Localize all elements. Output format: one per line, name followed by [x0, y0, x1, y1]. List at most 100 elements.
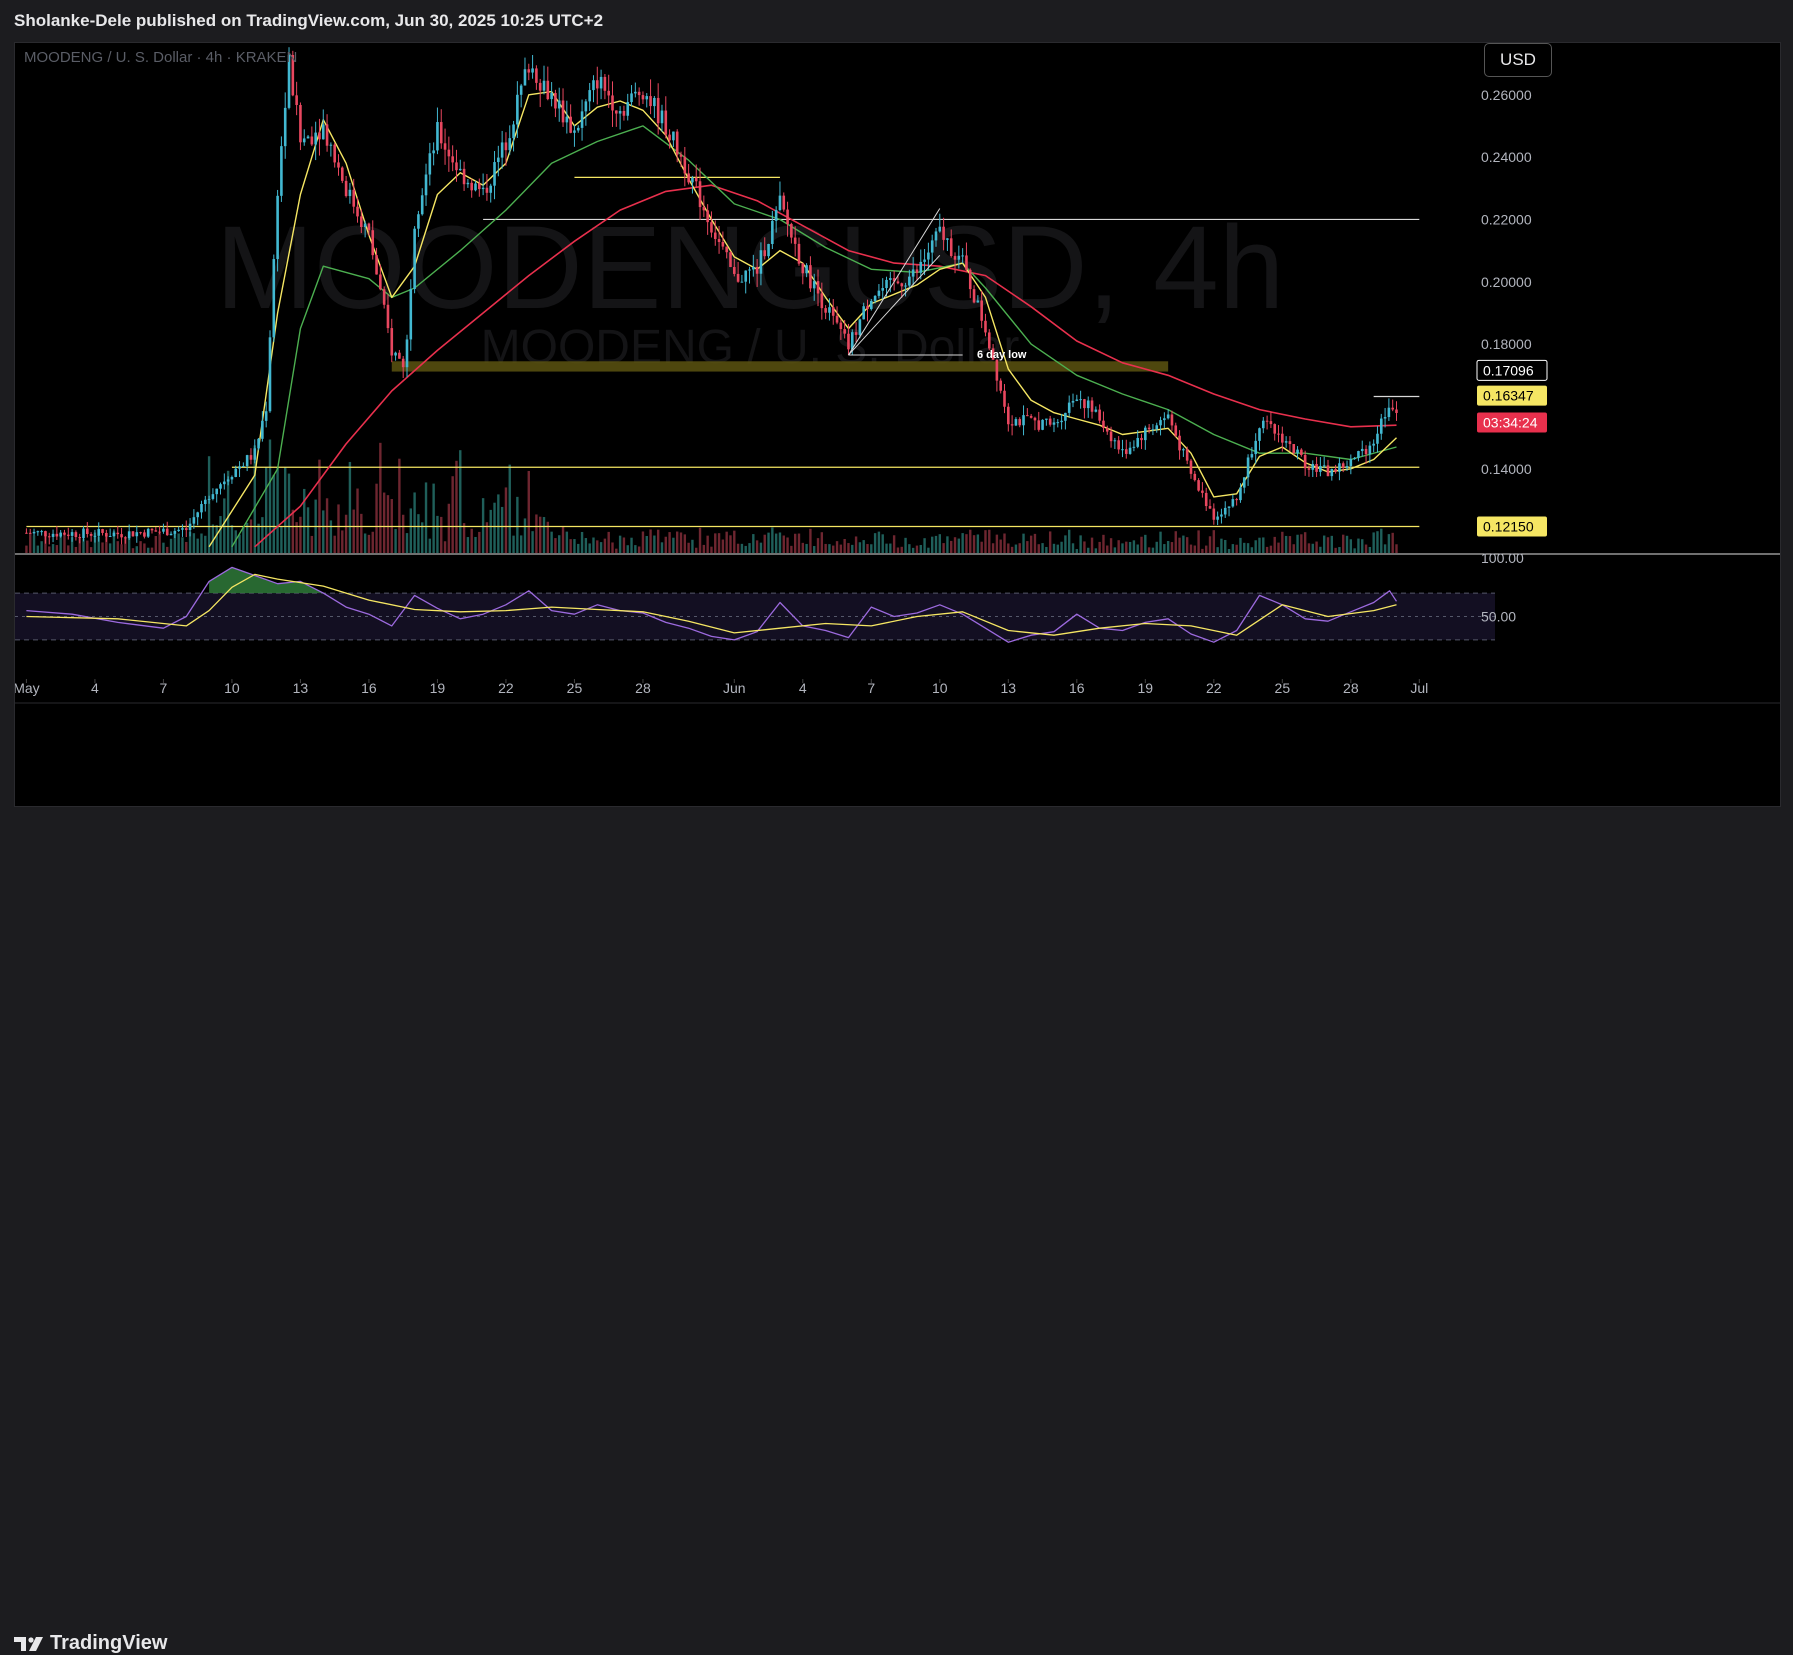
candle-body	[371, 230, 375, 256]
candle-body	[1322, 465, 1326, 467]
candle-body	[485, 187, 489, 193]
volume-bar	[1048, 531, 1052, 553]
volume-bar	[310, 535, 314, 553]
volume-bar	[843, 538, 846, 553]
candle-body	[953, 256, 957, 260]
time-tick-label: 19	[1138, 680, 1154, 696]
candle-body	[188, 523, 192, 531]
candle-body	[1079, 399, 1082, 401]
chart-canvas[interactable]: MOODENGUSD, 4h MOODENG / U. S. Dollar 6 …	[13, 43, 1780, 806]
candle-body	[360, 216, 363, 227]
candle-body	[177, 529, 180, 531]
tradingview-logo[interactable]: TradingView	[14, 1632, 167, 1655]
volume-bar	[725, 531, 728, 553]
candle-body	[211, 494, 215, 499]
candle-body	[1208, 506, 1212, 509]
price-tag-label: 0.16347	[1483, 388, 1534, 404]
volume-bar	[676, 531, 679, 553]
volume-bar	[177, 533, 180, 553]
candle-body	[675, 131, 679, 155]
volume-bar	[67, 545, 70, 553]
volume-bar	[919, 544, 922, 553]
volume-bar	[858, 542, 862, 553]
volume-bar	[424, 482, 428, 553]
volume-bar	[386, 495, 390, 553]
volume-bar	[1185, 537, 1189, 553]
volume-bar	[1296, 534, 1299, 553]
volume-bar	[862, 540, 865, 553]
candle-body	[272, 259, 276, 338]
volume-bar	[1364, 544, 1368, 553]
candle-body	[432, 150, 435, 154]
volume-bar	[1235, 544, 1238, 553]
candle-body	[850, 332, 854, 350]
volume-bar	[759, 542, 763, 553]
volume-bar	[1311, 543, 1314, 553]
candle-body	[1284, 441, 1288, 443]
tradingview-logo-icon	[14, 1636, 43, 1651]
volume-bar	[1033, 533, 1037, 553]
candle-body	[1014, 419, 1018, 426]
volume-bar	[813, 546, 816, 553]
candle-body	[1185, 449, 1189, 461]
volume-bar	[1243, 542, 1246, 553]
candle-body	[1258, 428, 1261, 441]
drawings: 6 day low	[848, 208, 1027, 361]
price-axis[interactable]: 0.14000 0.18000 0.20000 0.22000 0.24000 0.260…	[1476, 87, 1548, 625]
volume-bar	[984, 530, 987, 553]
volume-bar	[950, 540, 953, 553]
candle-body	[987, 332, 991, 349]
candle-body	[744, 270, 748, 282]
volume-bar	[223, 498, 226, 553]
volume-bar	[885, 543, 888, 553]
candle-body	[234, 468, 238, 477]
volume-bar	[188, 531, 192, 553]
volume-bar	[86, 540, 89, 553]
currency-button[interactable]: USD	[1484, 43, 1552, 77]
footer: TradingView	[0, 808, 1793, 1654]
candle-body	[447, 149, 451, 157]
candle-body	[203, 499, 207, 505]
volume-bar	[1201, 548, 1204, 553]
candle-body	[299, 104, 302, 143]
time-axis[interactable]: May 4 7 10 13 16 19 22 25 28 Jun 4 7 10 13 16 19 22 25 28 Ju…	[13, 679, 1428, 696]
volume-bar	[1303, 532, 1307, 553]
chart-frame[interactable]: MOODENGUSD, 4h MOODENG / U. S. Dollar 6 …	[13, 42, 1781, 807]
volume-bar	[774, 533, 778, 553]
volume-bar	[150, 547, 154, 553]
support-zone-rect	[391, 361, 1169, 372]
volume-bar	[752, 534, 755, 553]
candle-body	[1033, 417, 1037, 421]
candle-body	[1300, 449, 1303, 455]
volume-bar	[459, 450, 462, 553]
candle-body	[386, 304, 390, 329]
candle-body	[329, 144, 333, 146]
volume-bar	[257, 523, 260, 553]
candle-body	[1060, 420, 1063, 423]
candle-body	[428, 153, 432, 175]
volume-bar	[280, 526, 283, 553]
volume-bar	[660, 542, 664, 553]
volume-bar	[786, 537, 789, 553]
candle-body	[276, 195, 279, 260]
volume-bar	[999, 539, 1002, 553]
volume-bar	[923, 538, 926, 553]
candle-body	[1109, 431, 1113, 442]
candle-body	[108, 536, 112, 538]
candle-body	[866, 306, 869, 310]
volume-bar	[455, 460, 458, 553]
volume-bar	[1269, 545, 1273, 553]
candle-body	[713, 232, 717, 240]
candle-body	[908, 276, 911, 286]
candle-body	[1018, 419, 1022, 426]
candle-body	[656, 97, 660, 124]
candle-body	[576, 127, 580, 131]
volume-bar	[870, 544, 873, 553]
candle-body	[1117, 440, 1120, 450]
volume-bar	[1128, 541, 1132, 553]
candle-body	[439, 122, 443, 144]
candle-body	[1124, 449, 1128, 454]
price-tag	[1476, 359, 1548, 381]
candle-body	[219, 484, 222, 489]
volume-bar	[618, 535, 622, 553]
